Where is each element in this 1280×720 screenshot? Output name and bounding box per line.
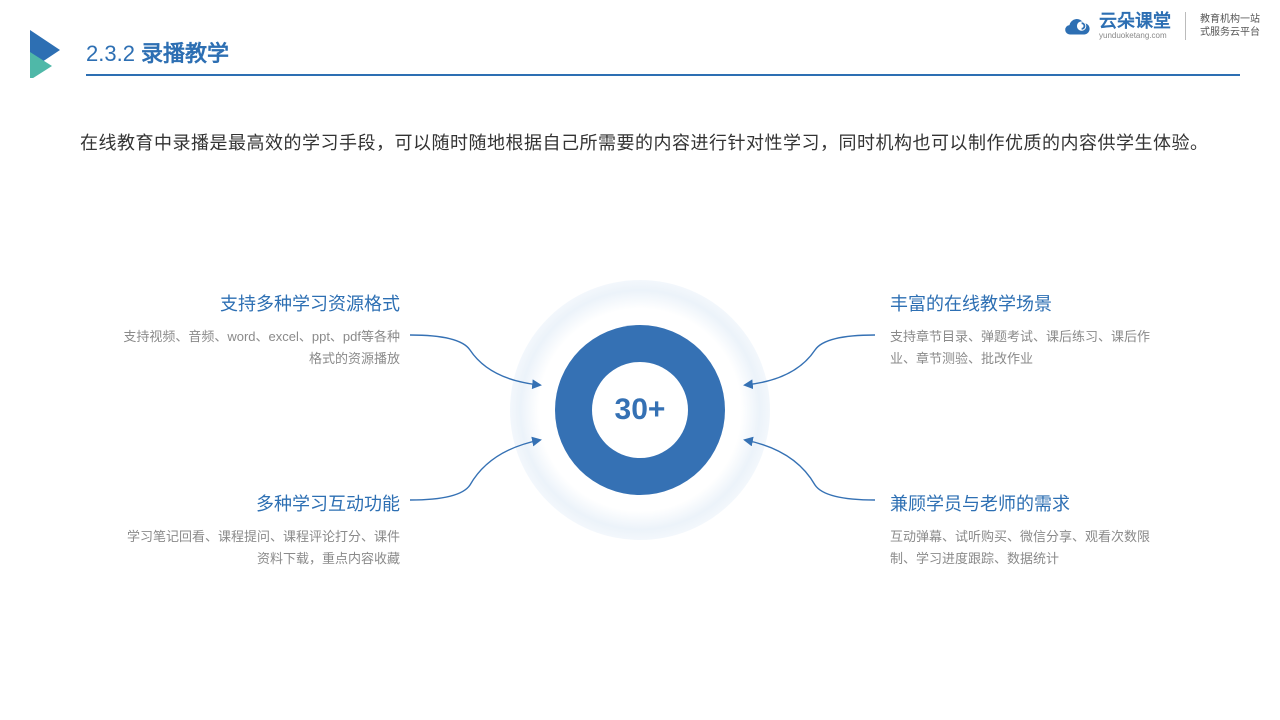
logo-divider [1185,12,1186,40]
cloud-icon [1061,15,1091,37]
logo-tagline-1: 教育机构一站 [1200,13,1260,26]
feature-bottom-right: 兼顾学员与老师的需求 互动弹幕、试听购买、微信分享、观看次数限制、学习进度跟踪、… [890,490,1170,570]
logo-tagline: 教育机构一站 式服务云平台 [1200,13,1260,39]
intro-paragraph: 在线教育中录播是最高效的学习手段，可以随时随地根据自己所需要的内容进行针对性学习… [80,125,1220,161]
feature-bottom-left: 多种学习互动功能 学习笔记回看、课程提问、课程评论打分、课件资料下载，重点内容收… [120,490,400,570]
play-icon [30,30,66,78]
slide-header: 2.3.2录播教学 云朵课堂 yunduoketang.com 教育机构一站 式… [0,30,1280,90]
logo-tagline-2: 式服务云平台 [1200,26,1260,39]
feature-desc: 学习笔记回看、课程提问、课程评论打分、课件资料下载，重点内容收藏 [120,526,400,570]
feature-title: 支持多种学习资源格式 [120,290,400,316]
feature-desc: 支持视频、音频、word、excel、ppt、pdf等各种格式的资源播放 [120,326,400,370]
ring-blue: 30+ [555,325,725,495]
feature-desc: 互动弹幕、试听购买、微信分享、观看次数限制、学习进度跟踪、数据统计 [890,526,1170,570]
feature-top-left: 支持多种学习资源格式 支持视频、音频、word、excel、ppt、pdf等各种… [120,290,400,370]
logo-sub: yunduoketang.com [1099,32,1171,40]
feature-title: 兼顾学员与老师的需求 [890,490,1170,516]
logo-name: 云朵课堂 [1099,12,1171,30]
brand-logo: 云朵课堂 yunduoketang.com 教育机构一站 式服务云平台 [1061,12,1260,40]
feature-title: 丰富的在线教学场景 [890,290,1170,316]
feature-top-right: 丰富的在线教学场景 支持章节目录、弹题考试、课后练习、课后作业、章节测验、批改作… [890,290,1170,370]
section-title: 2.3.2录播教学 [86,36,229,68]
section-number: 2.3.2 [86,41,135,66]
feature-desc: 支持章节目录、弹题考试、课后练习、课后作业、章节测验、批改作业 [890,326,1170,370]
center-ring: 30+ [490,260,790,560]
section-title-text: 录播教学 [141,41,229,66]
center-value: 30+ [592,362,688,458]
feature-title: 多种学习互动功能 [120,490,400,516]
title-underline [86,74,1240,76]
